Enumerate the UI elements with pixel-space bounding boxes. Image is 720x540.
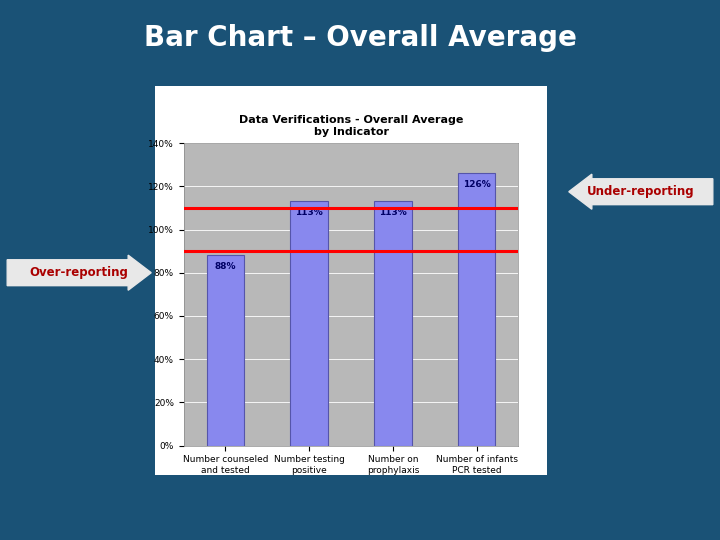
Bar: [207, 255, 244, 446]
Text: 88%: 88%: [215, 262, 236, 271]
Text: Under-reporting: Under-reporting: [587, 185, 695, 198]
FancyArrow shape: [7, 255, 151, 291]
Text: 126%: 126%: [463, 180, 490, 189]
Bar: [374, 201, 412, 446]
Title: Data Verifications - Overall Average
by Indicator: Data Verifications - Overall Average by …: [239, 115, 463, 137]
Text: 113%: 113%: [379, 208, 407, 217]
Bar: [458, 173, 495, 446]
Text: Bar Chart – Overall Average: Bar Chart – Overall Average: [143, 24, 577, 52]
FancyArrow shape: [569, 174, 713, 209]
Bar: [290, 201, 328, 446]
Text: 113%: 113%: [295, 208, 323, 217]
Text: Over-reporting: Over-reporting: [30, 266, 129, 279]
